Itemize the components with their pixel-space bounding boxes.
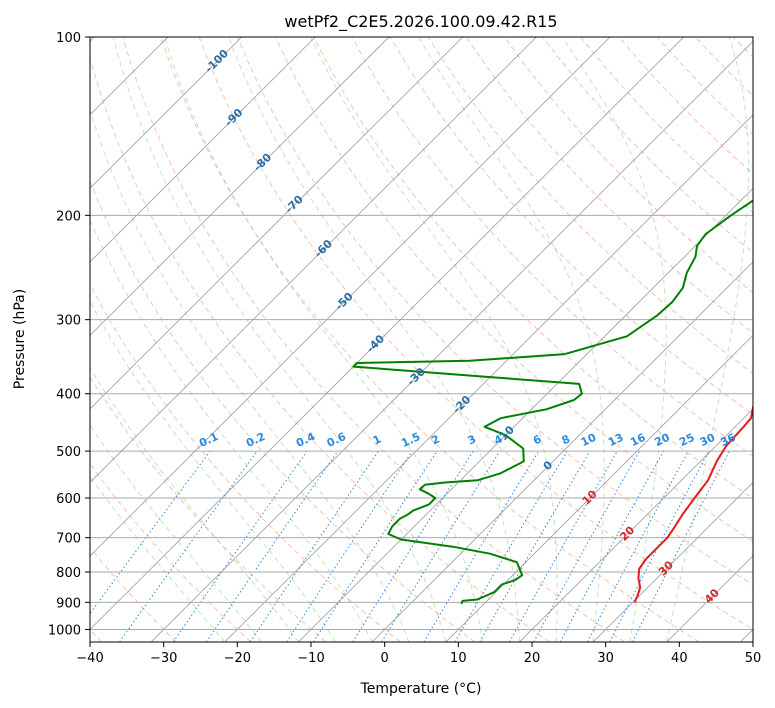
mixing-ratio-label: 36: [718, 431, 738, 449]
dry-adiabat: [236, 37, 753, 586]
moist-adiabat: [562, 37, 667, 642]
dry-adiabat: [389, 37, 753, 415]
mixing-ratio-line: [559, 450, 665, 642]
mixing-ratio-line: [509, 450, 618, 642]
moist-adiabat: [418, 37, 605, 642]
dry-adiabat: [198, 37, 753, 630]
skewed-isotherm: [90, 37, 684, 631]
mixing-ratio-label: 10: [579, 431, 599, 449]
moist-adiabat: [164, 37, 484, 642]
x-tick-label: 10: [450, 651, 467, 666]
mixing-ratio-line: [205, 450, 339, 642]
skewed-isotherm: [519, 408, 753, 642]
mixing-ratio-label: 16: [628, 431, 648, 449]
dry-adiabat: [90, 546, 177, 642]
dewpoint-profile-line: [352, 199, 753, 605]
moist-adiabat: [310, 37, 558, 642]
moist-adiabat: [90, 424, 262, 642]
y-tick-label: 700: [56, 532, 81, 547]
moist-adiabat: [112, 37, 447, 642]
x-tick-label: −20: [224, 651, 251, 666]
dry-adiabat: [90, 180, 476, 642]
x-tick-label: 50: [745, 651, 762, 666]
skewed-isotherm: [90, 37, 316, 263]
y-tick-label: 1000: [48, 623, 81, 638]
moist-adiabat: [90, 366, 299, 642]
skewed-isotherm: [592, 481, 753, 642]
plot-area: [90, 37, 753, 642]
mixing-ratio-line: [632, 450, 731, 642]
y-tick-label: 100: [56, 31, 81, 46]
mixing-ratio-label: 13: [606, 431, 625, 449]
mixing-ratio-label: 20: [653, 431, 673, 449]
mixing-ratio-line: [90, 450, 211, 615]
y-tick-label: 200: [56, 209, 81, 224]
x-tick-label: −40: [76, 651, 103, 666]
y-tick-label: 300: [56, 314, 81, 329]
dry-adiabat: [160, 37, 700, 642]
y-axis-label: Pressure (hPa): [12, 289, 28, 389]
dry-adiabat: [90, 375, 326, 642]
mixing-ratio-line: [313, 450, 438, 642]
thermo-background-lines: [90, 37, 753, 642]
skewed-isotherm: [150, 40, 753, 642]
x-tick-label: 30: [597, 651, 614, 666]
skewed-isotherm: [298, 187, 753, 642]
pressure-gridlines: [90, 37, 753, 630]
y-tick-label: 600: [56, 492, 81, 507]
dry-adiabat: [504, 37, 753, 294]
x-tick-label: 40: [671, 651, 688, 666]
dry-adiabat: [427, 37, 753, 374]
mixing-ratio-line: [119, 450, 258, 642]
skewed-isotherm: [371, 261, 753, 642]
mixing-ratio-line: [381, 450, 501, 642]
skewed-isotherm: [224, 114, 753, 642]
x-tick-label: 0: [381, 651, 389, 666]
dry-adiabat: [90, 55, 550, 642]
x-axis-label: Temperature (°C): [360, 681, 482, 697]
x-axis-ticks: −40 −30 −20 −10 0 10 20 30 40 50: [76, 642, 761, 666]
moist-adiabat: [90, 476, 226, 642]
y-tick-label: 500: [56, 445, 81, 460]
x-tick-label: −10: [297, 651, 324, 666]
chart-title: wetPf2_C2E5.2026.100.09.42.R15: [284, 12, 557, 32]
moist-adiabat: [228, 37, 520, 642]
mixing-ratio-line: [172, 450, 308, 642]
skewed-isotherm: [90, 37, 611, 557]
moist-adiabat: [90, 109, 410, 642]
mixing-ratio-line: [533, 450, 640, 642]
y-tick-label: 900: [56, 596, 81, 611]
mixing-ratio-label: 25: [677, 431, 696, 449]
skewed-isotherm: [90, 37, 537, 483]
skewed-isotherm: [90, 37, 463, 410]
mixing-ratio-label: 30: [698, 431, 718, 449]
skewed-isotherm: [90, 37, 390, 336]
dry-adiabat: [90, 463, 252, 642]
plot-frame: [89, 36, 754, 643]
x-tick-label: −30: [150, 651, 177, 666]
mixing-ratio-line: [249, 450, 379, 642]
mixing-ratio-line: [352, 450, 474, 642]
y-tick-label: 400: [56, 388, 81, 403]
skewed-isotherm: [90, 37, 242, 189]
x-tick-label: 20: [524, 651, 541, 666]
y-tick-label: 800: [56, 566, 81, 581]
skewed-isotherm: [445, 334, 753, 642]
moist-adiabat: [90, 219, 373, 642]
y-axis-ticks: 100 200 300 400 500 600 700 800 900 1000: [48, 31, 90, 638]
mixing-ratio-line: [286, 450, 413, 642]
